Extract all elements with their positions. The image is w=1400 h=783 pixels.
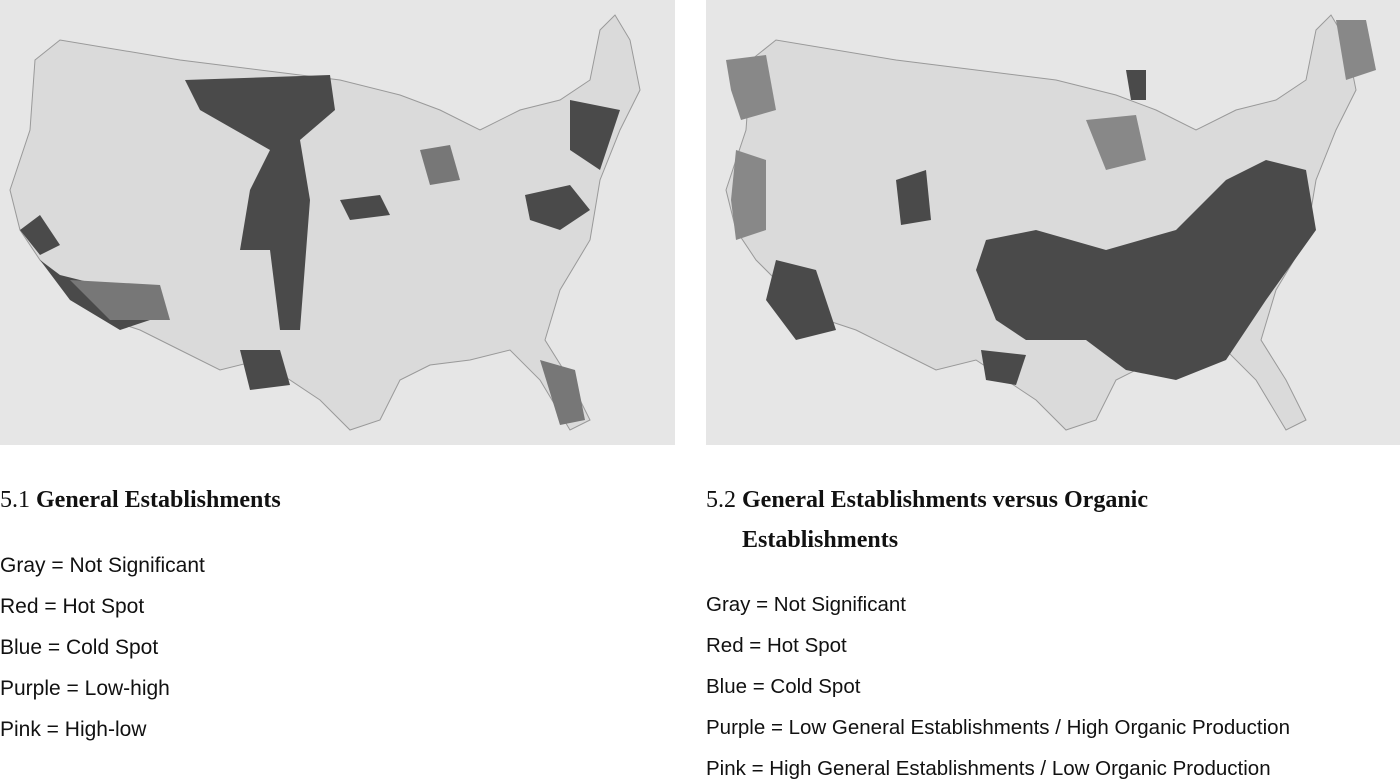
legend-item: Gray = Not Significant <box>706 593 906 616</box>
caption-number: 5.2 <box>706 487 736 513</box>
legend-item: Blue = Cold Spot <box>0 636 159 659</box>
caption-title: General Establishments versus Organic Es… <box>742 487 1148 553</box>
cold-spots <box>70 145 585 425</box>
cold-spots <box>726 20 1376 240</box>
legend-item: Purple = Low-high <box>0 677 170 700</box>
caption-5-1: 5.1 General Establishments <box>0 480 281 520</box>
hot-spots <box>766 70 1316 385</box>
legend-item: Gray = Not Significant <box>0 554 205 577</box>
caption-number: 5.1 <box>0 487 30 513</box>
legend-item: Pink = High-low <box>0 718 147 741</box>
map-svg <box>9 14 641 431</box>
legend-5-2: Gray = Not Significant Red = Hot Spot Bl… <box>706 584 1290 783</box>
map-5-2 <box>706 0 1400 445</box>
legend-item: Blue = Cold Spot <box>706 675 861 698</box>
legend-item: Purple = Low General Establishments / Hi… <box>706 716 1290 739</box>
caption-title: General Establishments <box>36 487 281 513</box>
map-5-1 <box>0 0 675 445</box>
legend-item: Pink = High General Establishments / Low… <box>706 757 1271 780</box>
legend-item: Red = Hot Spot <box>706 634 847 657</box>
caption-5-2: 5.2 General Establishments versus Organi… <box>706 480 1266 560</box>
legend-5-1: Gray = Not Significant Red = Hot Spot Bl… <box>0 545 205 750</box>
legend-item: Red = Hot Spot <box>0 595 145 618</box>
map-svg <box>725 14 1376 431</box>
